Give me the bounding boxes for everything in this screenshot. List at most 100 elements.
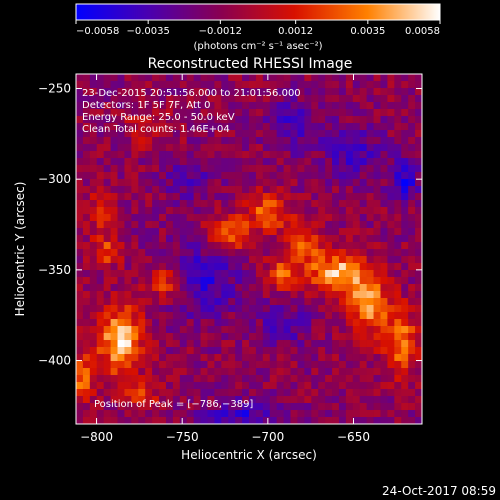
heatmap-cell	[221, 361, 229, 369]
heatmap-cell	[138, 291, 146, 299]
heatmap-cell	[255, 361, 264, 369]
heatmap-cell	[318, 284, 326, 292]
heatmap-cell	[249, 221, 257, 229]
heatmap-cell	[214, 123, 222, 131]
heatmap-cell	[152, 144, 160, 152]
heatmap-cell	[255, 137, 264, 145]
heatmap-cell	[96, 312, 105, 320]
heatmap-cell	[338, 200, 347, 208]
heatmap-cell	[235, 291, 243, 299]
heatmap-cell	[338, 158, 347, 166]
heatmap-cell	[131, 74, 139, 82]
heatmap-cell	[76, 221, 84, 229]
heatmap-cell	[152, 102, 160, 110]
heatmap-cell	[242, 95, 250, 103]
heatmap-cell	[359, 242, 368, 250]
heatmap-cell	[159, 137, 167, 145]
heatmap-cell	[276, 382, 284, 390]
heatmap-cell	[276, 410, 284, 418]
heatmap-cell	[311, 417, 319, 425]
heatmap-cell	[193, 102, 201, 110]
heatmap-cell	[165, 214, 174, 222]
heatmap-cell	[394, 116, 402, 124]
heatmap-cell	[159, 410, 167, 418]
heatmap-cell	[214, 214, 222, 222]
heatmap-cell	[332, 410, 340, 418]
heatmap-cell	[207, 263, 215, 271]
heatmap-cell	[235, 172, 243, 180]
heatmap-cell	[332, 116, 340, 124]
heatmap-cell	[138, 81, 146, 89]
heatmap-cell	[179, 354, 188, 362]
heatmap-cell	[373, 410, 381, 418]
heatmap-cell	[332, 361, 340, 369]
heatmap-cell	[138, 389, 146, 397]
heatmap-cell	[352, 389, 361, 397]
heatmap-cell	[89, 74, 98, 82]
heatmap-cell	[366, 137, 374, 145]
heatmap-cell	[269, 109, 278, 117]
heatmap-cell	[401, 214, 409, 222]
heatmap-cell	[297, 172, 305, 180]
heatmap-cell	[117, 326, 125, 334]
heatmap-cell	[352, 102, 361, 110]
heatmap-cell	[318, 235, 326, 243]
heatmap-cell	[345, 137, 354, 145]
heatmap-cell	[276, 81, 284, 89]
heatmap-cell	[325, 291, 333, 299]
heatmap-cell	[345, 165, 354, 173]
heatmap-cell	[159, 263, 167, 271]
heatmap-cell	[76, 319, 84, 327]
heatmap-cell	[145, 382, 153, 390]
heatmap-cell	[318, 137, 326, 145]
heatmap-cell	[138, 284, 146, 292]
heatmap-cell	[124, 88, 132, 96]
heatmap-cell	[221, 123, 229, 131]
heatmap-cell	[145, 242, 153, 250]
heatmap-cell	[131, 298, 139, 306]
heatmap-cell	[318, 242, 326, 250]
heatmap-cell	[117, 396, 125, 404]
heatmap-cell	[387, 88, 395, 96]
heatmap-cell	[103, 74, 111, 82]
heatmap-cell	[387, 109, 395, 117]
heatmap-cell	[332, 333, 340, 341]
heatmap-cell	[110, 403, 118, 411]
heatmap-cell	[325, 368, 333, 376]
heatmap-cell	[318, 256, 326, 264]
heatmap-cell	[172, 214, 181, 222]
heatmap-cell	[159, 172, 167, 180]
heatmap-cell	[269, 179, 278, 187]
heatmap-cell	[193, 389, 201, 397]
heatmap-cell	[103, 200, 111, 208]
heatmap-cell	[366, 305, 374, 313]
heatmap-cell	[387, 151, 395, 159]
heatmap-cell	[214, 235, 222, 243]
heatmap-cell	[325, 403, 333, 411]
heatmap-cell	[394, 88, 402, 96]
heatmap-cell	[214, 151, 222, 159]
heatmap-cell	[325, 319, 333, 327]
heatmap-cell	[145, 368, 153, 376]
heatmap-cell	[380, 74, 388, 82]
heatmap-cell	[262, 109, 271, 117]
heatmap-cell	[89, 242, 98, 250]
heatmap-cell	[318, 193, 326, 201]
heatmap-cell	[352, 200, 361, 208]
heatmap-cell	[332, 277, 340, 285]
heatmap-cell	[110, 410, 118, 418]
heatmap-cell	[311, 312, 319, 320]
heatmap-cell	[269, 389, 278, 397]
heatmap-cell	[214, 81, 222, 89]
heatmap-cell	[117, 151, 125, 159]
heatmap-cell	[408, 256, 416, 264]
heatmap-cell	[415, 172, 423, 180]
heatmap-cell	[117, 375, 125, 383]
heatmap-cell	[311, 410, 319, 418]
heatmap-cell	[207, 375, 215, 383]
heatmap-cell	[415, 221, 423, 229]
heatmap-cell	[276, 88, 284, 96]
heatmap-cell	[96, 270, 105, 278]
heatmap-cell	[249, 319, 257, 327]
heatmap-cell	[311, 256, 319, 264]
